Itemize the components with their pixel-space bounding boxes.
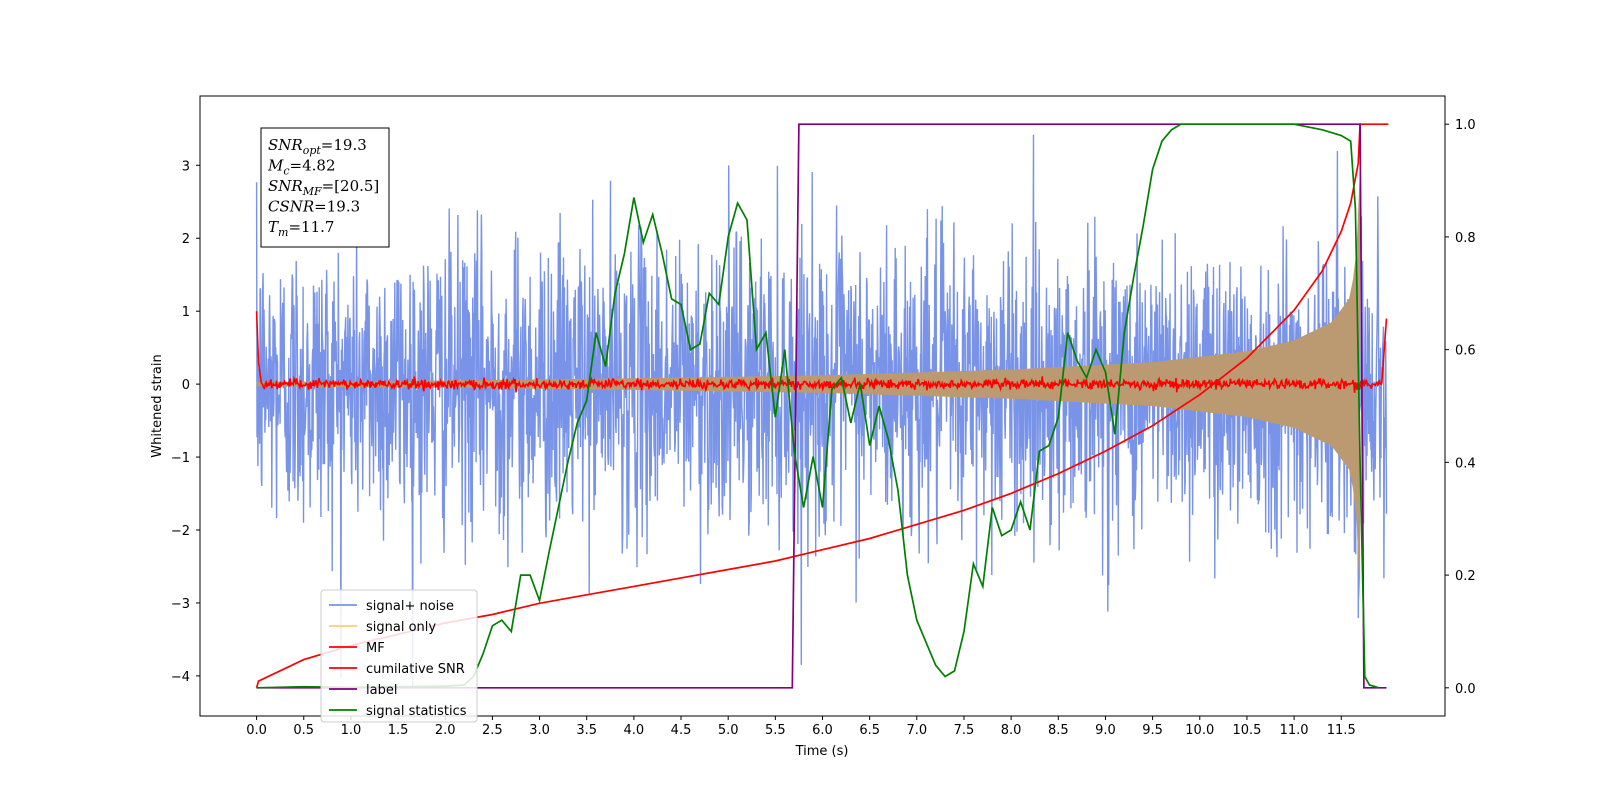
x-axis-label: Time (s) (795, 744, 849, 759)
x-tick-label: 1.5 (388, 723, 409, 738)
x-tick-label: 7.0 (906, 723, 927, 738)
legend-label: label (366, 683, 397, 698)
legend-label: signal statistics (366, 704, 467, 719)
x-tick-label: 9.0 (1095, 723, 1116, 738)
x-tick-label: 0.5 (293, 723, 314, 738)
y-tick-label: 3 (182, 159, 190, 174)
x-tick-label: 4.0 (624, 723, 645, 738)
x-tick-label: 10.0 (1185, 723, 1214, 738)
y-tick-label: −3 (171, 597, 190, 612)
annotation-line: Tm=11.7 (268, 218, 334, 239)
annotation-line: CSNR=19.3 (268, 198, 360, 216)
x-tick-label: 10.5 (1232, 723, 1261, 738)
x-tick-label: 6.0 (812, 723, 833, 738)
legend-label: MF (366, 641, 385, 656)
mf-line (255, 311, 1388, 393)
annotation-line: SNRMF=[20.5] (268, 177, 379, 198)
y-axis-label: Whitened strain (150, 354, 165, 457)
x-tick-label: 4.5 (671, 723, 692, 738)
x-tick-label: 11.5 (1327, 723, 1356, 738)
y-axis-left: 3 2 1 0 −1 −2 −3 −4 (171, 159, 200, 685)
x-tick-label: 8.5 (1048, 723, 1069, 738)
y-right-tick-label: 0.6 (1455, 344, 1476, 359)
y-tick-label: 0 (182, 378, 190, 393)
y-right-tick-label: 0.0 (1455, 682, 1476, 697)
mf-series (255, 311, 1388, 393)
x-tick-label: 5.5 (765, 723, 786, 738)
legend-label: cumilative SNR (366, 662, 465, 677)
x-tick-label: 6.5 (859, 723, 880, 738)
legend-label: signal only (366, 620, 436, 635)
y-tick-label: −4 (171, 670, 190, 685)
legend-label: signal+ noise (366, 599, 454, 614)
y-tick-label: −2 (171, 524, 190, 539)
x-tick-label: 3.0 (529, 723, 550, 738)
y-tick-label: 1 (182, 305, 190, 320)
annotation-line: Mc=4.82 (267, 157, 336, 178)
y-right-tick-label: 0.4 (1455, 456, 1476, 471)
y-right-tick-label: 0.8 (1455, 231, 1476, 246)
annotation-frame (260, 127, 390, 248)
x-tick-label: 9.5 (1142, 723, 1163, 738)
x-tick-label: 8.0 (1001, 723, 1022, 738)
y-axis-right: 1.0 0.8 0.6 0.4 0.2 0.0 (1445, 118, 1476, 697)
x-tick-label: 0.0 (246, 723, 267, 738)
x-tick-label: 1.0 (341, 723, 362, 738)
signal-statistics-line (256, 123, 1380, 689)
annotation-line: SNRopt=19.3 (268, 136, 367, 157)
y-tick-label: −1 (171, 451, 190, 466)
x-tick-label: 11.0 (1280, 723, 1309, 738)
y-right-tick-label: 1.0 (1455, 118, 1476, 133)
label-line (256, 123, 1387, 689)
legend: signal+ noise signal only MF cumilative SNR… (320, 589, 478, 723)
x-tick-label: 3.5 (576, 723, 597, 738)
x-axis: 0.0 0.5 1.0 1.5 2.0 2.5 3.0 3.5 4.0 4.5 5.0 5.5 6.0 6… (246, 716, 1356, 738)
x-tick-label: 2.0 (435, 723, 456, 738)
y-tick-label: 2 (182, 232, 190, 247)
legend-frame (320, 589, 478, 723)
x-tick-label: 7.5 (954, 723, 975, 738)
x-tick-label: 5.0 (718, 723, 739, 738)
x-tick-label: 2.5 (482, 723, 503, 738)
y-right-tick-label: 0.2 (1455, 569, 1476, 584)
